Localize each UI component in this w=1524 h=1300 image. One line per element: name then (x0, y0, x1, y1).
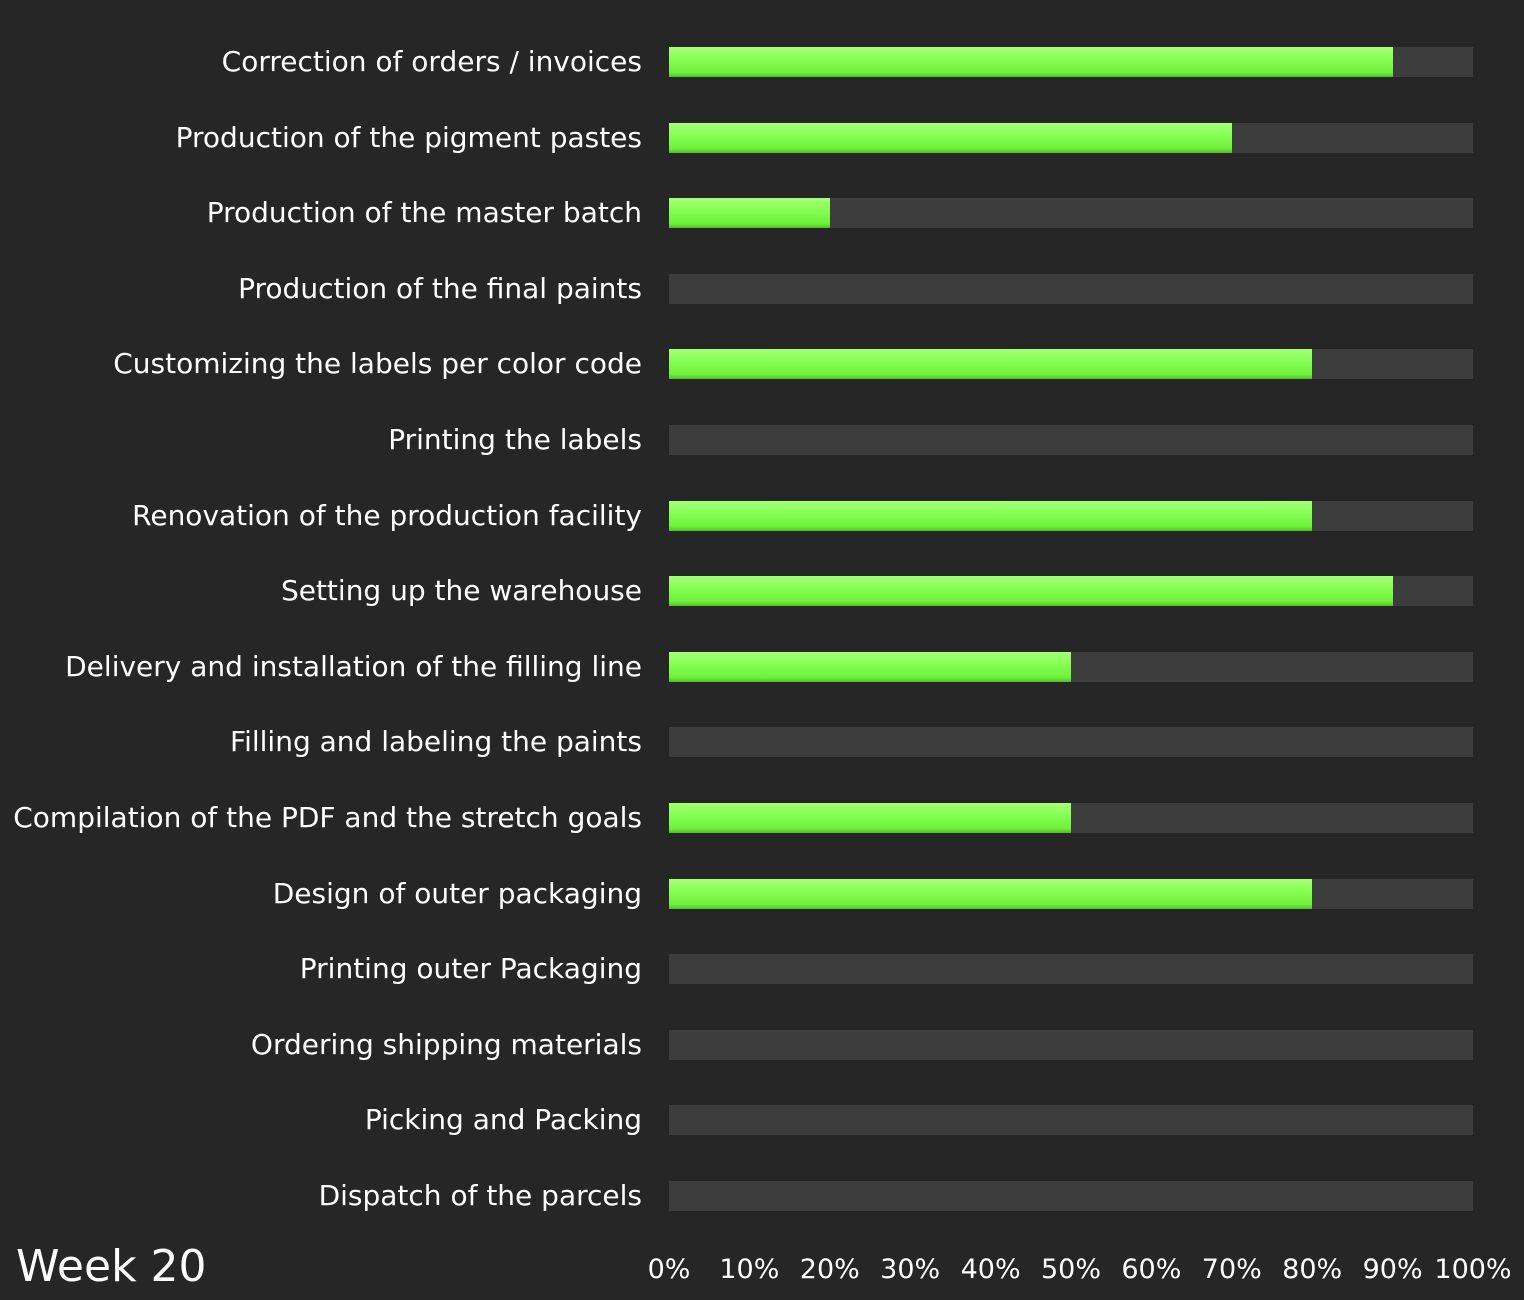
task-label: Ordering shipping materials (250, 1027, 642, 1061)
bar-fill (669, 500, 1313, 531)
x-tick-label: 0% (647, 1254, 691, 1285)
bar-track (669, 878, 1473, 909)
bar-fill (669, 47, 1393, 77)
task-label: Compilation of the PDF and the stretch g… (13, 801, 642, 834)
task-label: Setting up the warehouse (280, 574, 642, 608)
bar-track (669, 349, 1473, 380)
x-tick-label: 90% (1362, 1254, 1423, 1285)
task-label: Production of the master batch (206, 196, 642, 230)
bar-track (669, 198, 1473, 229)
task-label: Dispatch of the parcels (318, 1179, 642, 1212)
bar-track (669, 1029, 1473, 1060)
bar-track (669, 273, 1473, 304)
bar-fill (669, 198, 830, 229)
bar-fill (669, 803, 1071, 833)
bar-fill (669, 122, 1232, 153)
x-tick-label: 60% (1121, 1254, 1182, 1285)
x-tick-label: 50% (1040, 1254, 1102, 1285)
bar-track (669, 47, 1473, 77)
bar-track (669, 425, 1473, 455)
x-tick-label: 40% (960, 1254, 1021, 1285)
x-tick-label: 80% (1282, 1254, 1343, 1285)
bar-track (669, 954, 1473, 985)
task-label: Printing the labels (388, 423, 642, 456)
bar-track (669, 500, 1473, 531)
bar-track (669, 1105, 1473, 1136)
x-tick-label: 30% (880, 1254, 941, 1285)
task-label: Design of outer packaging (272, 876, 642, 910)
task-label: Printing outer Packaging (299, 952, 642, 986)
x-tick-label: 100% (1434, 1254, 1512, 1285)
task-label: Production of the final paints (238, 271, 642, 305)
task-label: Production of the pigment pastes (175, 120, 642, 154)
task-label: Correction of orders / invoices (221, 45, 642, 78)
bar-track (669, 727, 1473, 758)
bar-track (669, 1181, 1473, 1211)
bar-track (669, 803, 1473, 833)
week-label: Week 20 (16, 1241, 207, 1292)
task-label: Filling and labeling the paints (230, 725, 642, 759)
x-tick-label: 10% (719, 1254, 780, 1285)
x-tick-label: 20% (799, 1254, 860, 1285)
bar-fill (669, 576, 1393, 607)
bar-fill (669, 651, 1071, 682)
task-label: Delivery and installation of the filling… (65, 649, 642, 683)
task-label: Picking and Packing (364, 1103, 642, 1137)
task-label: Renovation of the production facility (132, 498, 642, 532)
bar-track (669, 122, 1473, 153)
bar-fill (669, 878, 1313, 909)
bar-fill (669, 349, 1313, 380)
task-label: Customizing the labels per color code (113, 347, 642, 381)
bar-track (669, 576, 1473, 607)
bar-track (669, 651, 1473, 682)
x-tick-label: 70% (1201, 1254, 1262, 1285)
